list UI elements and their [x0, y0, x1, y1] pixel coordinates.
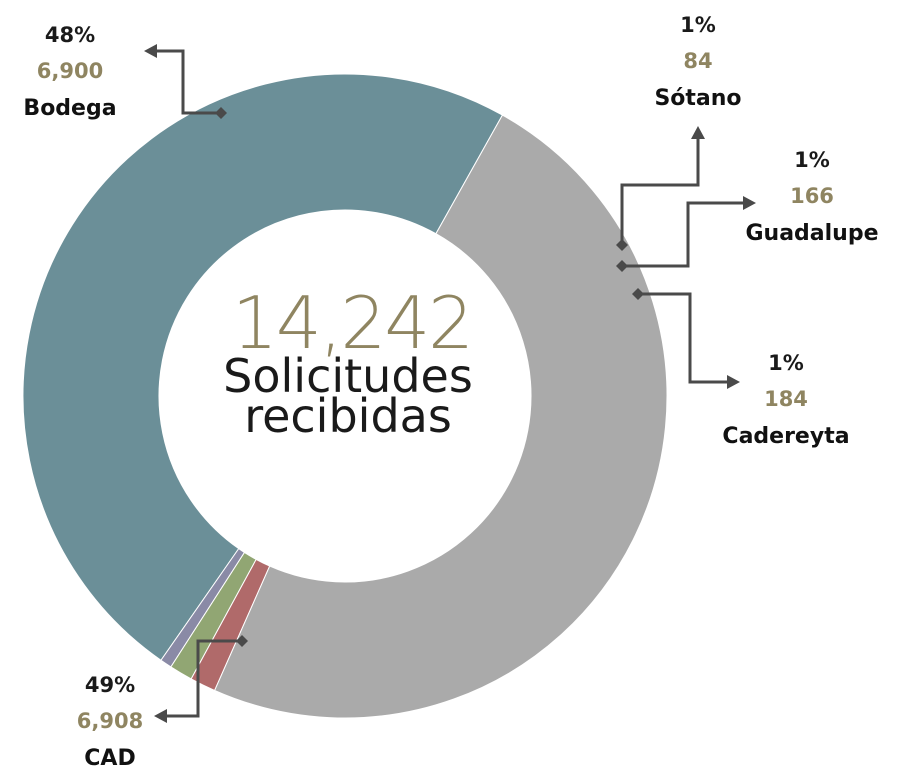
slice-name-label-bodega: Bodega [23, 96, 116, 121]
slice-value-label-cadereyta: 184 [764, 387, 808, 411]
slice-name-label-cad: CAD [84, 746, 135, 771]
leader-line-bodega [144, 44, 227, 119]
leader-lines-layer [144, 44, 756, 723]
leader-line-cadereyta [632, 288, 740, 389]
slice-percent-label-s-tano: 1% [680, 13, 716, 37]
slices-layer [22, 73, 668, 719]
slice-percent-label-guadalupe: 1% [794, 148, 830, 172]
leader-line-guadalupe [616, 196, 756, 272]
center-label: 14,242 Solicitudes recibidas [223, 281, 474, 443]
slice-name-label-cadereyta: Cadereyta [722, 424, 849, 449]
slice-labels-layer: 48% 6,900 Bodega 1% 84 Sótano 1% 166 Guadalupe 1%… [23, 13, 878, 771]
center-label-line2: recibidas [244, 389, 452, 443]
leader-line-s-tano [616, 126, 705, 251]
center-total-value: 14,242 [232, 281, 472, 365]
slice-value-label-s-tano: 84 [683, 49, 712, 73]
leader-line-cad [154, 635, 248, 723]
center-label-line1: Solicitudes [223, 349, 473, 403]
slice-bodega [22, 73, 504, 661]
slice-value-label-cad: 6,908 [77, 709, 143, 733]
slice-cad [213, 114, 668, 719]
slice-name-label-guadalupe: Guadalupe [745, 221, 878, 246]
slice-value-label-bodega: 6,900 [37, 59, 103, 83]
slice-value-label-guadalupe: 166 [790, 184, 834, 208]
slice-percent-label-cadereyta: 1% [768, 351, 804, 375]
slice-percent-label-cad: 49% [85, 673, 135, 697]
slice-percent-label-bodega: 48% [45, 23, 95, 47]
slice-name-label-s-tano: Sótano [654, 86, 741, 111]
